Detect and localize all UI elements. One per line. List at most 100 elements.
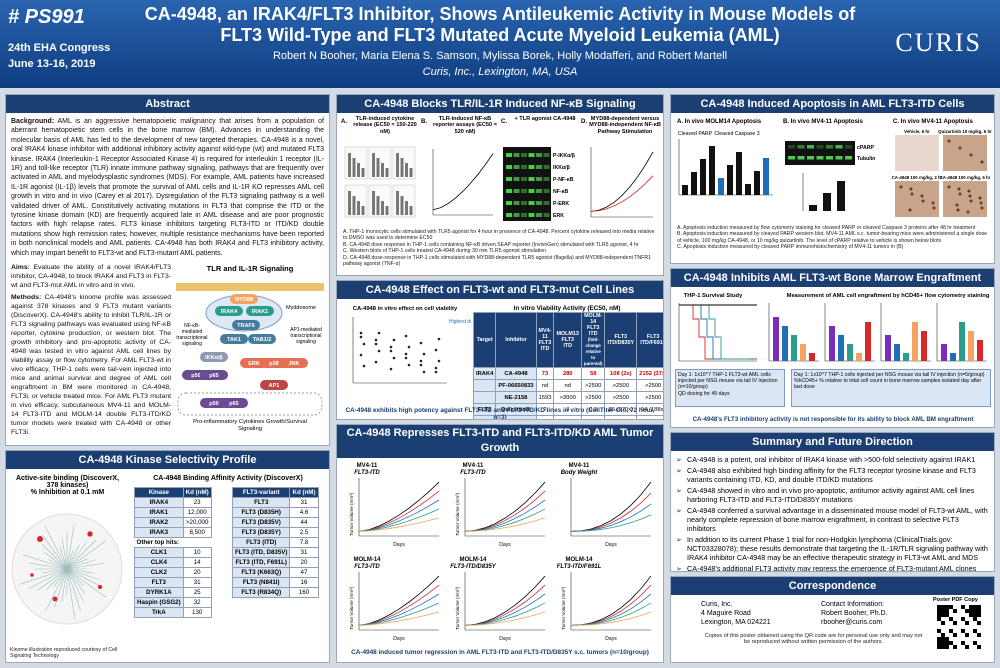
point	[374, 342, 378, 346]
cell: 47	[289, 567, 319, 578]
point	[419, 363, 423, 367]
address-line: 4 Maguire Road	[701, 610, 751, 617]
trend-line	[464, 575, 546, 626]
bar	[823, 193, 831, 211]
row: IRAK2 >20,000	[134, 517, 212, 528]
label: B.	[421, 119, 427, 125]
node	[232, 320, 260, 330]
qr-cell	[977, 621, 981, 625]
qr-cell	[961, 617, 965, 621]
qr-cell	[973, 609, 977, 613]
row: Haspin (GSG2) 32	[134, 597, 212, 608]
label: Tumor Volume (mm³)	[349, 492, 354, 536]
bar	[959, 322, 965, 361]
trend-line	[464, 517, 546, 532]
mini-bar	[361, 206, 365, 215]
trend-line	[570, 514, 652, 532]
stain	[910, 192, 914, 196]
qr-cell	[973, 617, 977, 621]
cell: 130	[182, 607, 212, 618]
blot-band	[788, 156, 795, 160]
node	[220, 398, 248, 408]
stain	[932, 206, 936, 210]
trend-line	[464, 593, 546, 626]
label: Cleaved PARP	[678, 131, 713, 137]
qr-cell	[945, 641, 949, 645]
summary-section: Summary and Future Direction CA-4948 is …	[670, 432, 995, 572]
summary-bullet: CA-4948 showed in vitro and in vivo pro-…	[676, 486, 988, 504]
node	[280, 358, 308, 368]
qr-cell	[953, 621, 957, 625]
branch	[23, 554, 68, 570]
cell: >3000	[553, 391, 582, 404]
cell: FLT3 (ITD, D835V)	[231, 547, 291, 558]
bar	[829, 326, 835, 361]
branch	[66, 524, 75, 570]
header: # PS991 24th EHA Congress June 13-16, 20…	[0, 0, 1000, 88]
label: NF-κB-mediated transcriptional signaling	[176, 323, 208, 347]
branch	[42, 568, 68, 574]
qr-cell	[941, 605, 945, 609]
row: NE-2158 1593 >3000 >2500 >2500 >2500	[472, 391, 663, 404]
trend-line	[570, 481, 652, 532]
bar	[754, 171, 760, 195]
apoptosis-figure: A. In vivo MOLM14 Apoptosis B. In vivo MV…	[677, 119, 992, 217]
stain	[980, 206, 984, 210]
qr-cell	[969, 605, 973, 609]
kinome-tree	[11, 513, 123, 625]
summary-bullet: CA-4948 is a potent, oral inhibitor of I…	[676, 455, 988, 464]
label: P-ERK	[553, 201, 569, 207]
point	[377, 331, 381, 335]
qr-cell	[949, 605, 953, 609]
bar	[773, 317, 779, 361]
cell: Haspin (GSG2)	[134, 597, 184, 608]
trend-line	[358, 490, 440, 532]
blot-band	[536, 165, 542, 169]
blot-band	[506, 189, 512, 193]
stain	[979, 201, 983, 205]
mini-bar	[352, 196, 356, 215]
point	[419, 359, 423, 363]
branch	[66, 568, 84, 586]
blot-band	[513, 189, 520, 193]
qr-cell	[965, 645, 969, 649]
cell: 7.8	[289, 537, 319, 548]
point	[404, 334, 408, 338]
cell: nd	[553, 379, 582, 392]
node	[248, 334, 276, 344]
cell: 20	[182, 567, 212, 578]
label: CA-4948 100 mg/kg, 2 hr	[892, 175, 943, 180]
qr-cell	[969, 609, 973, 613]
branch	[28, 562, 68, 570]
qr-cell	[969, 613, 973, 617]
row: DYRK1A 25	[134, 587, 212, 598]
stain	[969, 199, 973, 203]
cell: 25	[182, 587, 212, 598]
summary-bullet: In addition to its current Phase 1 trial…	[676, 535, 988, 562]
binding-title: Active-site binding (DiscoverX, 378 kina…	[10, 475, 125, 496]
contact-line: Robert Booher, Ph.D.	[821, 610, 888, 617]
caption: C. Apoptosis induction measured by cleav…	[677, 244, 904, 251]
tlr-figure: A. TLR-induced cytokine release (EC50 = 1…	[341, 116, 661, 221]
branch	[66, 559, 96, 570]
cell: 73	[535, 367, 555, 380]
label-row: Other top hits:	[135, 538, 212, 548]
label: MOLM-14	[354, 557, 382, 563]
bar	[736, 152, 742, 195]
section-title: CA-4948 Induced Apoptosis in AML FLT3-IT…	[671, 95, 994, 113]
stain	[909, 187, 913, 191]
bar	[791, 335, 797, 361]
qr-label: Poster PDF Copy	[933, 597, 978, 603]
header-cell: Kd (nM)	[182, 487, 212, 498]
bar	[941, 344, 947, 361]
blot-band	[543, 177, 550, 181]
trend-line	[358, 517, 440, 532]
branch	[61, 538, 68, 570]
bar	[865, 322, 871, 361]
qr-cell	[945, 605, 949, 609]
blot-band	[528, 153, 535, 157]
branch	[44, 552, 68, 570]
branch	[66, 568, 94, 574]
label: FLT3-ITD	[354, 470, 380, 476]
branch	[66, 549, 74, 570]
